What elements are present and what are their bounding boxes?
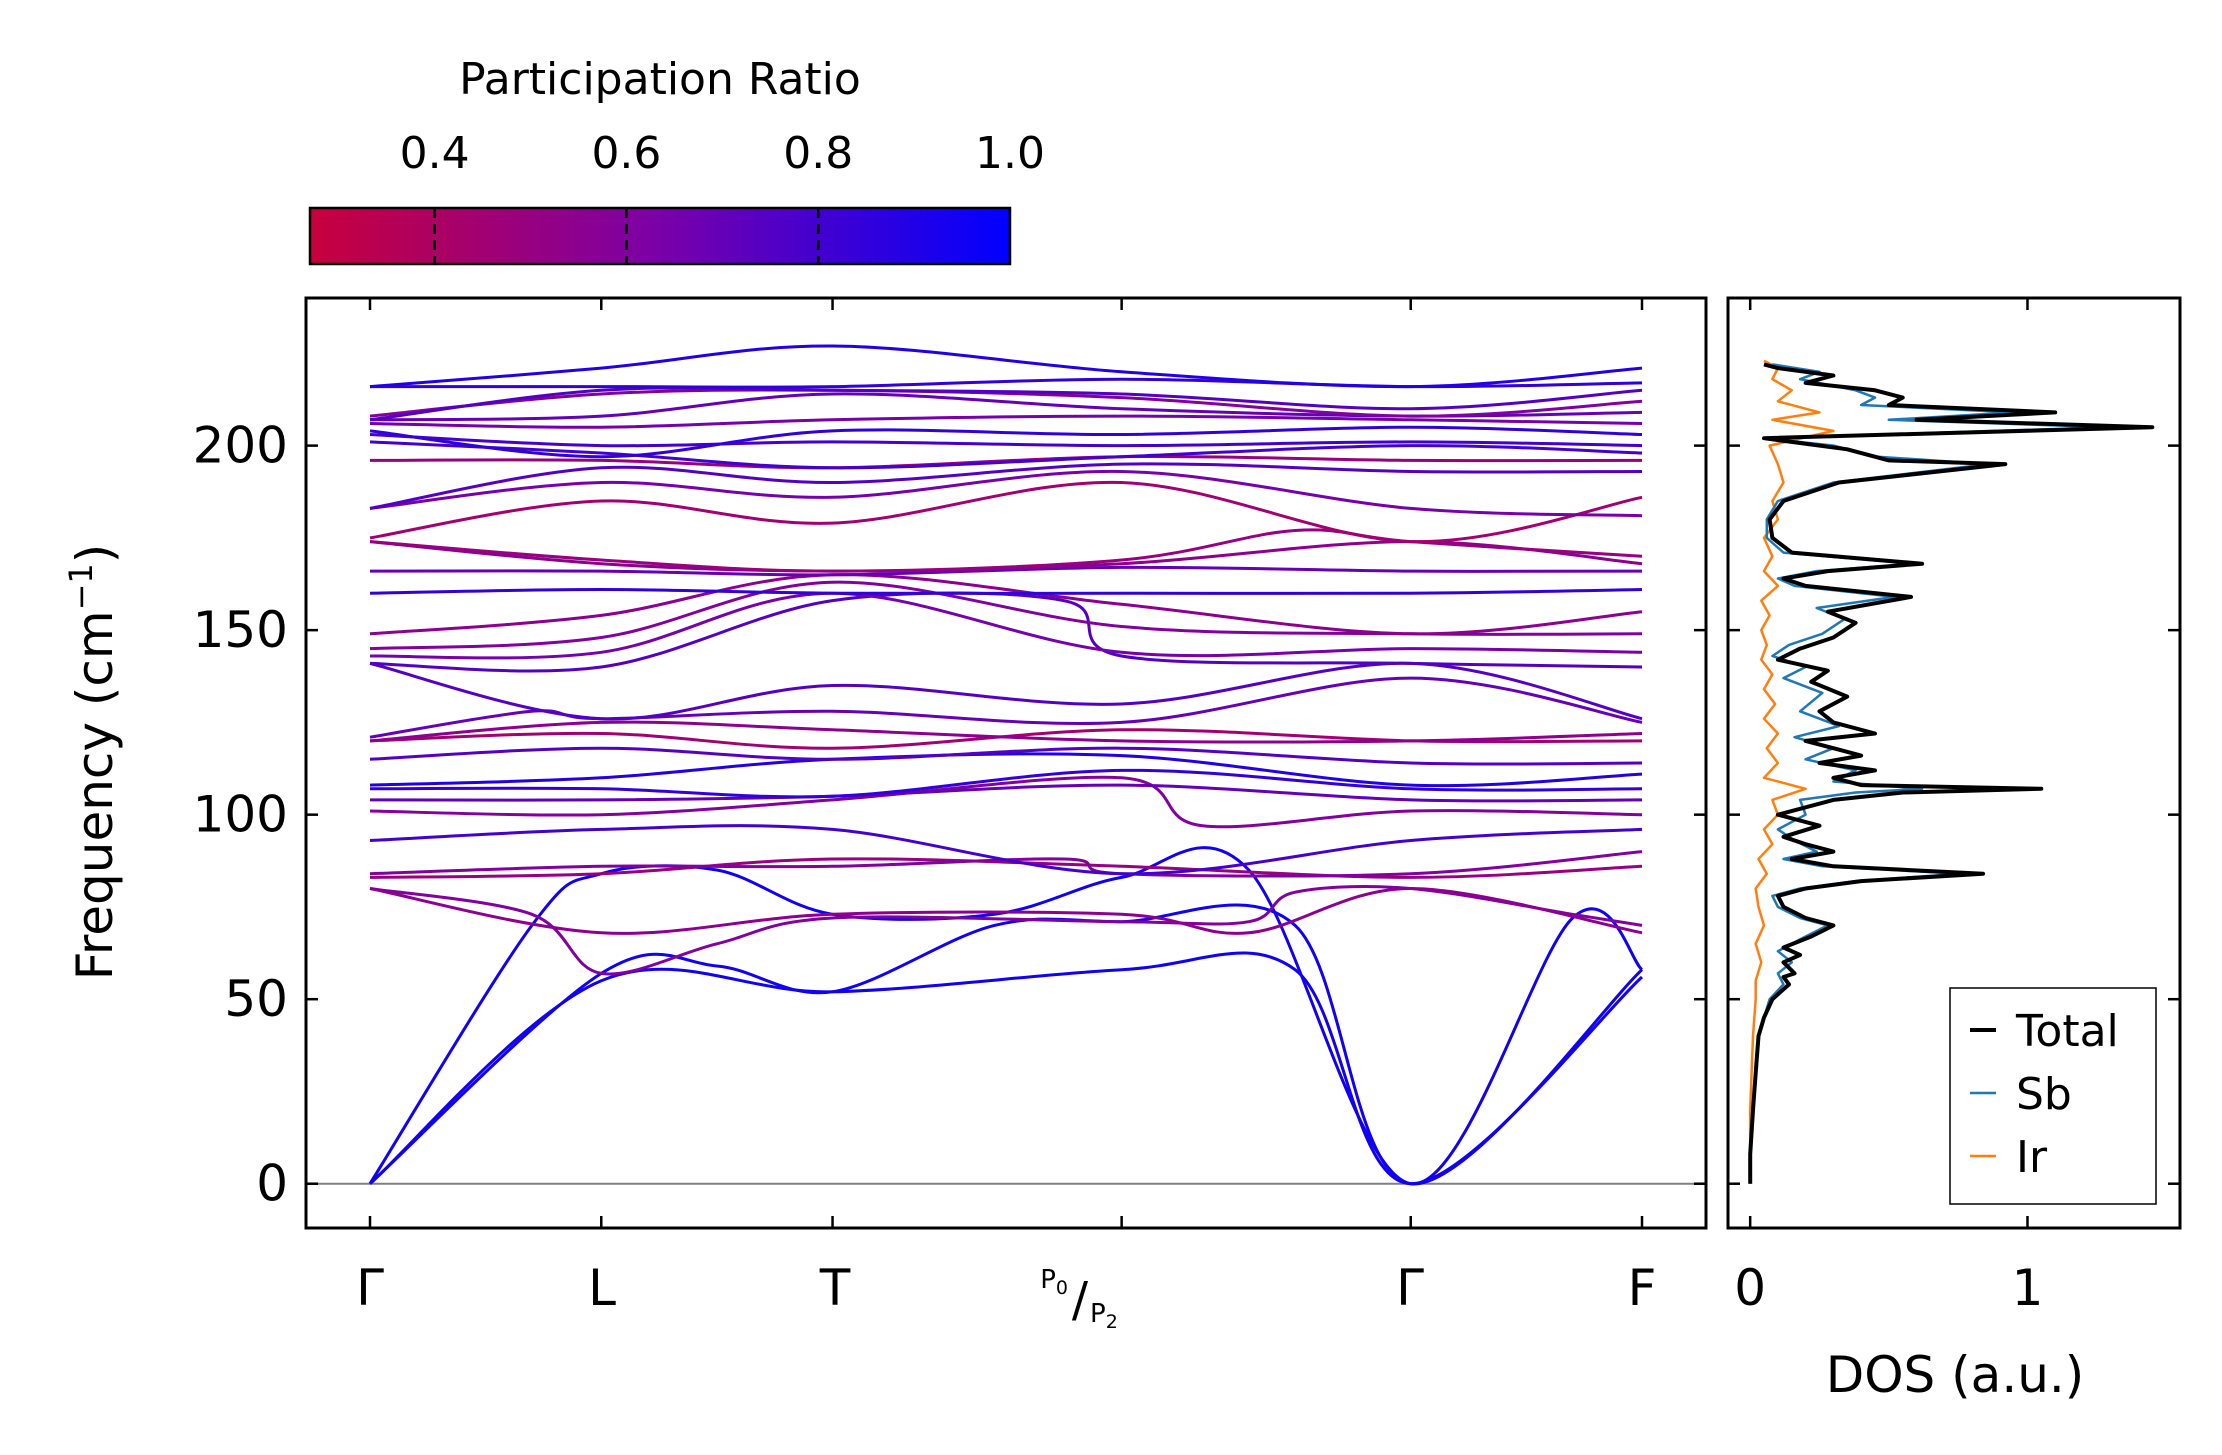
band-optic-115	[369, 746, 1643, 766]
colorbar-label: Participation Ratio	[459, 54, 861, 105]
band-ytick-label: 200	[193, 417, 288, 475]
colorbar-tick-label: 1.0	[975, 128, 1045, 179]
dos-xtick-label: 1	[2012, 1259, 2044, 1317]
band-ytick-label: 150	[193, 601, 288, 659]
legend-frame	[1949, 987, 2157, 1205]
band-acoustic-1	[369, 951, 1644, 1186]
band-optic-84	[369, 850, 1643, 878]
colorbar-gradient	[308, 206, 1012, 266]
band-xtick-label-L: L	[588, 1259, 616, 1317]
band-xtick-label-p0-p2: P0 / P2	[1040, 1265, 1118, 1333]
colorbar-tick-label: 0.6	[591, 128, 661, 179]
p2-letter: P	[1090, 1299, 1106, 1329]
band-optic-104	[369, 783, 1643, 803]
band-ytick-label: 0	[256, 1155, 288, 1213]
band-optic-202	[369, 433, 1643, 448]
band-optic-149	[369, 573, 1643, 636]
dos-axes-frame	[1726, 296, 2182, 1230]
p2-subscript: 2	[1106, 1311, 1118, 1333]
band-optic-183	[369, 469, 1643, 518]
band-optic-200	[369, 440, 1643, 470]
band-xtick-label-gamma2: Γ	[1396, 1259, 1424, 1317]
band-optic-80	[369, 885, 1643, 976]
legend-label-ir: Ir	[2016, 1132, 2048, 1183]
band-xtick-label-gamma1: Γ	[356, 1259, 384, 1317]
p-slash: /	[1072, 1272, 1089, 1328]
p0-letter: P	[1040, 1265, 1056, 1295]
band-optic-204	[369, 425, 1643, 459]
band-acoustic-2	[368, 903, 1644, 1186]
band-optic-208	[369, 388, 1643, 418]
band-optic-166	[369, 565, 1643, 577]
band-optic-100	[369, 775, 1643, 829]
band-xtick-label-F: F	[1628, 1259, 1657, 1317]
band-optic-210	[369, 386, 1643, 422]
dos-xlabel: DOS (a.u.)	[1826, 1346, 2085, 1404]
dos-xtick-label: 0	[1734, 1259, 1766, 1317]
legend-label-sb: Sb	[2016, 1069, 2072, 1120]
band-optic-143	[369, 591, 1643, 660]
band-optic-220	[369, 344, 1643, 389]
band-optic-93	[369, 824, 1643, 876]
band-optic-128	[369, 676, 1643, 739]
svg-text:P0: P0	[1040, 1265, 1068, 1299]
band-optic-206	[369, 414, 1643, 429]
band-xtick-label-T: T	[819, 1259, 851, 1317]
band-optic-108	[369, 752, 1643, 788]
colorbar-tick-label: 0.4	[400, 128, 470, 179]
dos-line-total	[1748, 362, 2155, 1184]
colorbar: Participation Ratio 0.4 0.6 0.8 1.0	[308, 54, 1045, 266]
dos-line-ir	[1748, 359, 1835, 1184]
dos-legend: Total Sb Ir	[1949, 987, 2157, 1205]
y-axis-label: Frequency (cm−1)	[62, 544, 124, 981]
band-optic-174b	[369, 480, 1643, 544]
band-optic-141	[369, 591, 1643, 673]
band-optic-107	[369, 768, 1643, 799]
band-optic-160	[369, 587, 1643, 596]
band-acoustic-3	[368, 846, 1644, 1186]
band-ytick-label: 100	[193, 786, 288, 844]
band-axes-frame	[304, 296, 1708, 1230]
band-optic-174a	[369, 528, 1643, 573]
band-optic-193	[369, 462, 1643, 510]
band-optic-80b	[369, 886, 1643, 935]
colorbar-tick-label: 0.8	[783, 128, 853, 179]
svg-text:P2: P2	[1090, 1299, 1118, 1333]
dos-panel: 0 1 DOS (a.u.) Total Sb Ir	[1726, 296, 2182, 1404]
p0-subscript: 0	[1056, 1277, 1068, 1299]
legend-label-total: Total	[2015, 1006, 2119, 1057]
band-optic-120b	[369, 720, 1643, 744]
band-ytick-label: 50	[224, 970, 288, 1028]
